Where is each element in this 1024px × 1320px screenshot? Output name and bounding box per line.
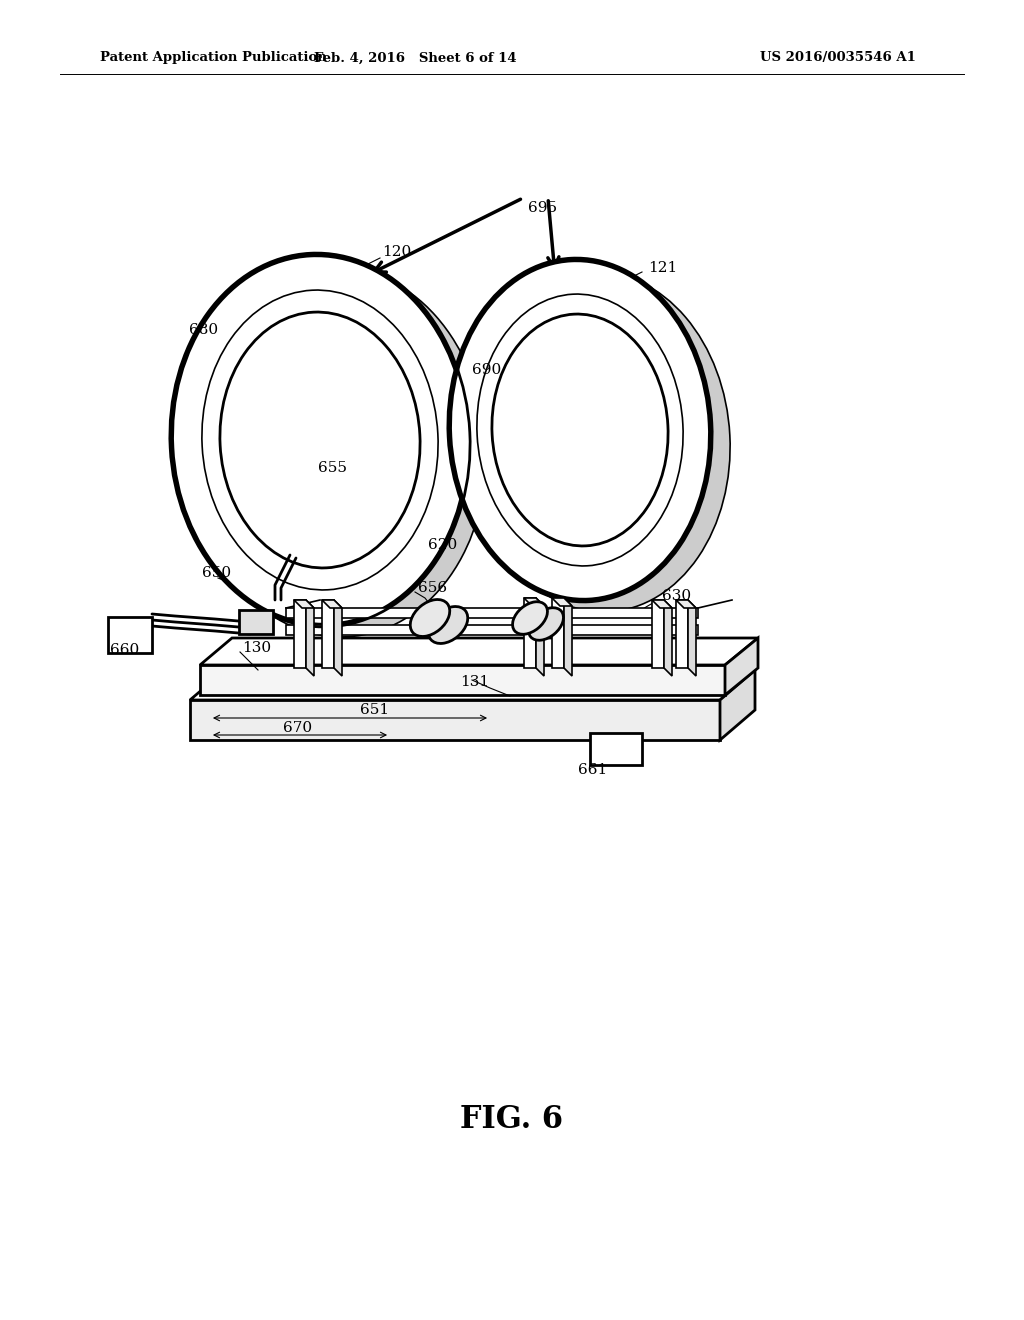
Polygon shape: [536, 598, 544, 676]
Polygon shape: [652, 601, 664, 668]
Ellipse shape: [220, 312, 420, 568]
Text: 130: 130: [242, 642, 271, 655]
Ellipse shape: [470, 272, 730, 612]
Text: 656: 656: [418, 581, 447, 595]
Ellipse shape: [513, 602, 548, 635]
Polygon shape: [286, 624, 698, 635]
Ellipse shape: [492, 314, 668, 546]
Ellipse shape: [411, 599, 450, 636]
FancyBboxPatch shape: [108, 616, 152, 653]
Text: 690: 690: [472, 363, 502, 378]
Text: 680: 680: [188, 323, 218, 337]
Polygon shape: [552, 598, 564, 668]
Text: 660: 660: [111, 643, 139, 657]
Polygon shape: [190, 700, 720, 741]
Ellipse shape: [512, 326, 688, 558]
Polygon shape: [200, 665, 725, 696]
Polygon shape: [322, 601, 342, 609]
Polygon shape: [200, 638, 758, 665]
Polygon shape: [306, 601, 314, 676]
Text: 131: 131: [460, 675, 489, 689]
Ellipse shape: [528, 607, 563, 640]
Text: Feb. 4, 2016   Sheet 6 of 14: Feb. 4, 2016 Sheet 6 of 14: [313, 51, 516, 65]
Polygon shape: [676, 601, 696, 609]
Ellipse shape: [172, 255, 468, 624]
Text: US 2016/0035546 A1: US 2016/0035546 A1: [760, 51, 915, 65]
Text: 650: 650: [202, 566, 231, 579]
Polygon shape: [294, 601, 306, 668]
Text: FIG. 6: FIG. 6: [461, 1105, 563, 1135]
Polygon shape: [334, 601, 342, 676]
Ellipse shape: [428, 606, 468, 643]
Polygon shape: [294, 601, 314, 609]
Text: 695: 695: [528, 201, 557, 215]
Polygon shape: [524, 598, 544, 606]
Polygon shape: [676, 601, 688, 668]
Polygon shape: [564, 598, 572, 676]
Text: 655: 655: [318, 461, 347, 475]
Polygon shape: [725, 638, 758, 696]
Text: 120: 120: [382, 246, 412, 259]
Polygon shape: [286, 609, 698, 618]
Polygon shape: [720, 671, 755, 741]
Ellipse shape: [450, 260, 710, 599]
Text: 670: 670: [284, 721, 312, 735]
Polygon shape: [524, 598, 536, 668]
Text: 630: 630: [662, 589, 691, 603]
Polygon shape: [190, 671, 755, 700]
Ellipse shape: [238, 325, 438, 579]
Polygon shape: [322, 601, 334, 668]
Text: Patent Application Publication: Patent Application Publication: [100, 51, 327, 65]
Polygon shape: [664, 601, 672, 676]
Ellipse shape: [189, 267, 486, 638]
Polygon shape: [652, 601, 672, 609]
Text: 121: 121: [648, 261, 677, 275]
Polygon shape: [552, 598, 572, 606]
Text: 651: 651: [360, 704, 389, 717]
FancyBboxPatch shape: [239, 610, 273, 634]
FancyBboxPatch shape: [590, 733, 642, 766]
Text: 620: 620: [428, 539, 458, 552]
Text: 661: 661: [578, 763, 607, 777]
Polygon shape: [688, 601, 696, 676]
